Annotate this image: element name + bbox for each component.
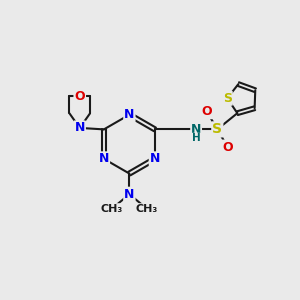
Text: O: O (202, 105, 212, 118)
Text: O: O (222, 141, 233, 154)
Text: O: O (74, 90, 85, 103)
Text: N: N (75, 122, 85, 134)
Text: CH₃: CH₃ (100, 204, 123, 214)
Text: CH₃: CH₃ (136, 204, 158, 214)
Text: S: S (223, 92, 232, 105)
Text: H: H (192, 133, 200, 143)
Text: N: N (99, 152, 109, 165)
Text: N: N (150, 152, 160, 165)
Text: N: N (191, 123, 201, 136)
Text: S: S (212, 122, 222, 136)
Text: N: N (124, 108, 135, 121)
Text: N: N (124, 188, 135, 201)
